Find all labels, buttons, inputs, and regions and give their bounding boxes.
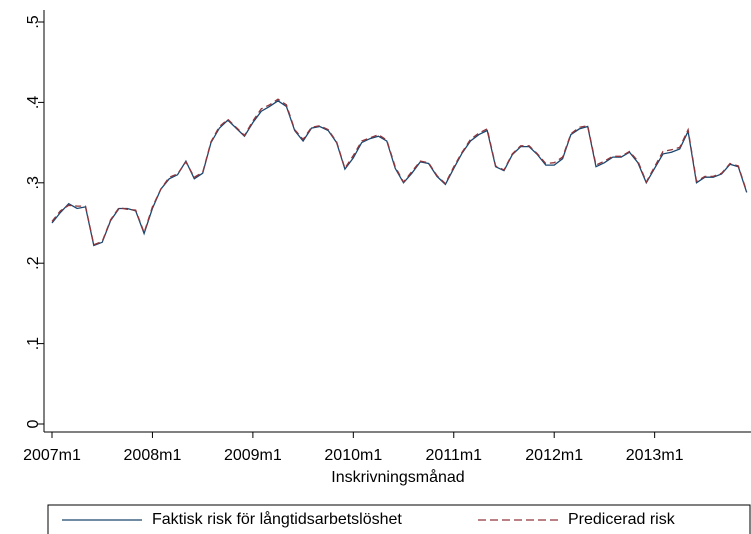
x-tick-label: 2008m1: [124, 447, 182, 464]
y-tick-label: .4: [25, 96, 42, 109]
x-tick-label: 2011m1: [425, 447, 482, 464]
y-tick-label: .3: [25, 176, 42, 189]
legend-box: [47, 504, 751, 534]
x-tick-label: 2009m1: [224, 447, 282, 464]
legend-label: Faktisk risk för långtidsarbetslöshet: [152, 510, 402, 528]
x-tick-label: 2007m1: [23, 447, 81, 464]
y-tick-label: .5: [25, 15, 42, 28]
x-tick-label: 2013m1: [626, 447, 684, 464]
y-tick-label: .1: [25, 337, 42, 350]
y-tick-label: 0: [25, 419, 42, 428]
x-tick-label: 2012m1: [525, 447, 583, 464]
y-tick-label: .2: [25, 256, 42, 269]
x-axis-title: Inskrivningsmånad: [331, 468, 464, 486]
series-line: [51, 98, 748, 246]
legend-label: Predicerad risk: [568, 511, 676, 528]
x-tick-label: 2010m1: [324, 447, 382, 464]
